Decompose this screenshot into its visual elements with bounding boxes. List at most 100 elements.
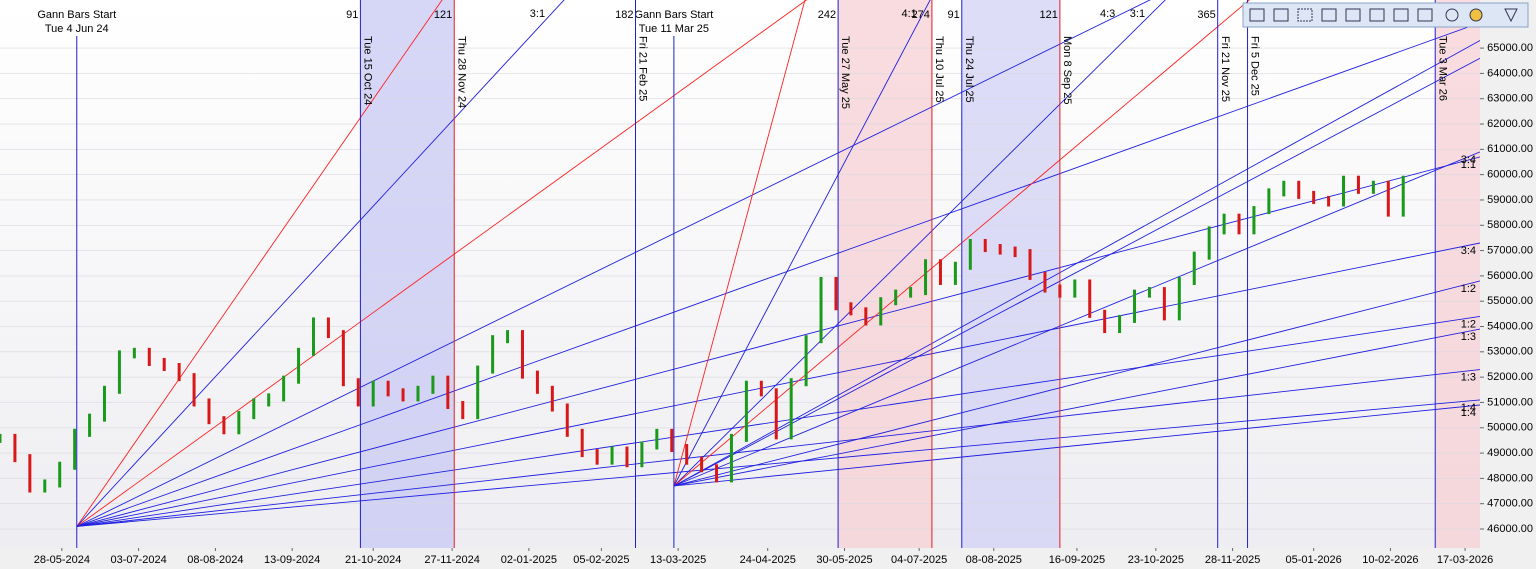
x-tick-label: 03-07-2024 (110, 554, 166, 566)
price-bar (297, 347, 301, 384)
x-tick-label: 02-01-2025 (501, 554, 557, 566)
tool-button[interactable] (1297, 8, 1313, 22)
gann-start-title: Gann Bars Start (37, 9, 116, 21)
y-tick-label: 53000.00 (1487, 346, 1533, 358)
price-bar (520, 330, 524, 379)
price-bar (894, 289, 898, 306)
price-bar (267, 393, 271, 407)
tool-button[interactable] (1445, 8, 1459, 22)
y-tick-label: 58000.00 (1487, 219, 1533, 231)
price-bar (1401, 175, 1405, 217)
price-bar (879, 297, 883, 326)
x-tick-label: 04-07-2025 (891, 554, 947, 566)
price-bar (446, 375, 450, 409)
x-axis-panel (0, 548, 1480, 569)
x-tick-label: 16-09-2025 (1049, 554, 1105, 566)
gann-fan-line (76, 369, 1480, 527)
price-bar (1342, 175, 1346, 207)
price-bar (102, 385, 106, 422)
price-bar (535, 370, 539, 394)
event-count: 242 (818, 9, 836, 21)
price-bar (625, 446, 629, 468)
event-count: 365 (1197, 9, 1215, 21)
y-tick-label: 55000.00 (1487, 295, 1533, 307)
price-bar (1013, 246, 1017, 258)
price-bar (909, 287, 913, 298)
x-tick-label: 17-03-2026 (1437, 554, 1493, 566)
price-bar (0, 433, 2, 443)
price-bar (998, 244, 1002, 255)
x-tick-label: 27-11-2024 (424, 554, 479, 566)
gann-fan-line (673, 151, 1480, 487)
tool-button[interactable] (1273, 8, 1289, 22)
price-bar (924, 259, 928, 296)
plot-area (0, 0, 1480, 548)
price-bar (311, 317, 315, 356)
price-bar (341, 330, 345, 387)
price-bar (550, 385, 554, 412)
toolbar-frame (1242, 2, 1529, 28)
time-band (1435, 0, 1480, 548)
price-bar (371, 380, 375, 407)
x-tick-label: 23-10-2025 (1128, 554, 1184, 566)
event-label: Thu 24 Jul 25 (963, 36, 975, 103)
tool-button[interactable] (1369, 8, 1385, 22)
price-bar (506, 330, 510, 344)
gann-fan-line (76, 156, 1480, 527)
toolbar (1242, 2, 1529, 28)
tool-button[interactable] (1393, 8, 1409, 22)
gann-fan-line (76, 315, 1480, 527)
gann-fan-line (76, 22, 1480, 527)
price-bar (1356, 175, 1360, 194)
y-tick-label: 57000.00 (1487, 244, 1533, 256)
price-bar (685, 444, 689, 465)
price-bar (640, 441, 644, 468)
price-bar (1297, 180, 1301, 199)
price-bar (476, 365, 480, 420)
tool-button[interactable] (1249, 8, 1265, 22)
price-bar (58, 461, 62, 488)
price-bar (431, 375, 435, 394)
tool-button[interactable] (1345, 8, 1361, 22)
price-bar (1192, 251, 1196, 285)
price-bar (774, 388, 778, 440)
x-tick-label: 28-05-2024 (34, 554, 90, 566)
y-tick-label: 49000.00 (1487, 447, 1533, 459)
event-label: Fri 21 Nov 25 (1219, 36, 1231, 102)
gann-fan-line (673, 280, 1480, 487)
price-bar (132, 347, 136, 359)
price-bar (1371, 180, 1375, 194)
tool-button[interactable] (1504, 8, 1518, 23)
gann-fan-line (673, 57, 1480, 487)
gann-fan-line (673, 0, 1166, 487)
price-bar (192, 373, 196, 407)
event-count: 91 (346, 9, 358, 21)
price-bar (1222, 213, 1226, 235)
gann-ratio-label: 1:3 (1461, 331, 1476, 343)
x-tick-label: 08-08-2024 (187, 554, 243, 566)
y-tick-label: 52000.00 (1487, 371, 1533, 383)
price-bar (73, 428, 77, 470)
price-bar (938, 259, 942, 285)
price-bar (207, 398, 211, 425)
tool-button[interactable] (1469, 8, 1483, 22)
price-bar (117, 350, 121, 394)
price-bar (43, 479, 47, 493)
gann-ratio-label: 3:4 (1461, 154, 1476, 166)
x-tick-label: 13-03-2025 (650, 554, 706, 566)
price-bar (744, 380, 748, 442)
price-bar (461, 400, 465, 420)
event-label: Tue 3 Mar 26 (1436, 36, 1448, 101)
price-bar (1207, 226, 1211, 260)
y-tick-label: 51000.00 (1487, 396, 1533, 408)
price-bar (222, 416, 226, 435)
tool-button[interactable] (1321, 8, 1337, 22)
price-bar (13, 433, 17, 463)
price-bar (386, 380, 390, 397)
tool-button[interactable] (1417, 8, 1433, 22)
event-label: Thu 28 Nov 24 (455, 36, 467, 108)
y-tick-label: 64000.00 (1487, 67, 1533, 79)
price-bar (715, 464, 719, 483)
price-bar (565, 403, 569, 437)
